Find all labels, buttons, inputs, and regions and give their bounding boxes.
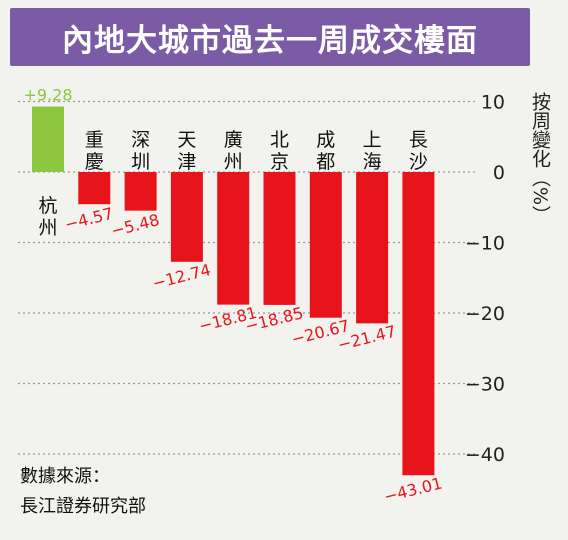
value-label: −12.74 [151,260,213,293]
category-label: 深圳 [131,129,150,173]
category-label: 重慶 [85,129,104,173]
bar [263,172,296,305]
bar [217,172,250,305]
bar [124,172,157,211]
source-label: 數據來源： [20,466,110,487]
bar [402,172,435,476]
title-banner: 內地大城市過去一周成交樓面 [10,8,530,66]
source-name: 長江證券研究部 [20,496,146,517]
value-label: −4.57 [63,204,115,234]
category-label: 長沙 [409,129,428,173]
value-label: −5.48 [109,210,161,240]
category-label: 北京 [270,129,289,173]
y-tick-label: −20 [465,303,505,325]
bar [309,172,342,318]
y-tick-label: 0 [493,162,505,184]
y-tick-label: −30 [465,374,505,396]
value-label: −43.01 [382,474,444,507]
y-tick-label: 10 [481,92,505,114]
bar [170,172,203,262]
category-label: 廣州 [224,129,243,173]
category-label: 成都 [316,129,335,173]
bar [78,172,111,205]
chart-title: 內地大城市過去一周成交樓面 [62,22,478,59]
y-tick-label: −10 [465,233,505,255]
y-axis-ticks: 10 0 −10 −20 −30 −40 [465,92,505,467]
bar [32,106,64,172]
value-label: +9.28 [23,86,72,105]
bar [356,172,389,324]
y-tick-label: −40 [465,444,505,466]
bars [32,106,435,476]
category-label: 杭州 [38,195,57,239]
category-label: 天津 [177,129,196,173]
y-axis-title: 按周變化（%） [529,92,551,225]
category-label: 上海 [363,129,382,173]
source-note: 數據來源： 長江證券研究部 [20,462,146,522]
